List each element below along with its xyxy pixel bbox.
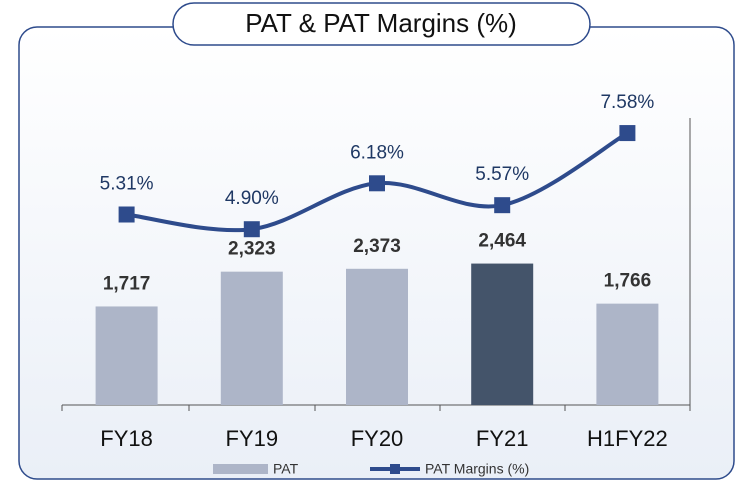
chart-title: PAT & PAT Margins (%) (245, 8, 517, 38)
line-label: 5.31% (100, 174, 154, 195)
line-label: 6.18% (350, 142, 404, 163)
x-tick-label: H1FY22 (587, 426, 668, 451)
bar-label: 1,717 (103, 273, 151, 294)
legend-label: PAT (273, 461, 299, 477)
bar (346, 268, 408, 405)
bar-label: 2,323 (228, 239, 276, 260)
bar-label: 2,464 (478, 231, 526, 252)
x-tick-label: FY21 (476, 426, 529, 451)
bar (596, 303, 659, 405)
line-marker (243, 221, 260, 238)
line-marker (118, 206, 135, 223)
line-label: 4.90% (225, 188, 279, 209)
bar-label: 2,373 (353, 236, 401, 257)
bar (220, 271, 283, 405)
line-marker (619, 125, 636, 142)
x-tick-label: FY20 (351, 426, 404, 451)
title-box (172, 2, 591, 46)
legend-swatch (390, 464, 400, 474)
bar (95, 306, 158, 405)
x-ticks (61, 405, 691, 411)
bar-label: 1,766 (604, 271, 652, 292)
line-marker (494, 197, 511, 214)
x-tick-label: FY19 (226, 426, 279, 451)
legend-label: PAT Margins (%) (425, 461, 529, 477)
x-tick-label: FY18 (100, 426, 153, 451)
line-label: 5.57% (475, 164, 529, 185)
line-label: 7.58% (600, 92, 654, 113)
bar (471, 263, 534, 405)
legend-swatch (213, 464, 268, 474)
line-marker (369, 175, 385, 192)
